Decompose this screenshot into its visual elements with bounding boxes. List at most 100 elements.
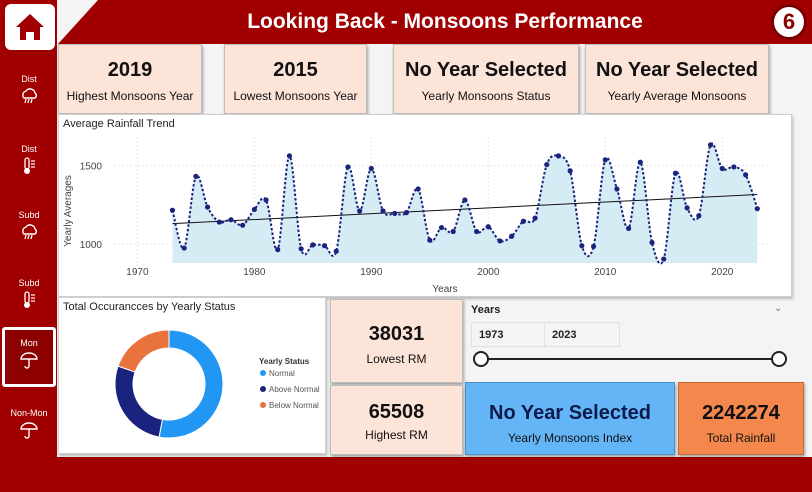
data-point[interactable] [310,242,316,248]
kpi-yearly-average-monsoons: No Year Selected Yearly Average Monsoons [585,44,769,114]
donut-slice[interactable] [158,329,224,439]
data-point[interactable] [216,219,222,225]
donut-slice[interactable] [117,329,170,373]
data-point[interactable] [321,243,328,249]
data-point[interactable] [743,172,749,178]
data-point[interactable] [520,218,526,224]
data-point[interactable] [403,210,410,216]
years-slider-start-handle[interactable] [473,351,489,367]
data-point[interactable] [438,224,445,231]
chevron-down-icon[interactable]: ⌄ [774,303,783,314]
y-axis-label: Yearly Averages [63,175,74,247]
sidebar-item-label: Dist [21,144,37,154]
data-point[interactable] [357,208,363,214]
data-point[interactable] [544,161,550,168]
years-slider-track[interactable] [481,358,779,360]
data-point[interactable] [719,165,725,172]
home-button[interactable] [5,4,55,50]
sidebar-item-label: Non-Mon [10,408,48,418]
kpi-value: No Year Selected [489,402,651,424]
data-point[interactable] [567,168,573,174]
donut-slice[interactable] [114,365,163,438]
data-point[interactable] [240,222,246,228]
umbrella-icon [20,422,38,439]
footer-bar [0,457,812,492]
data-point[interactable] [380,208,386,214]
sidebar-item-dist-temperature[interactable]: Dist [2,136,56,196]
data-point[interactable] [696,213,702,219]
data-point[interactable] [204,204,211,210]
y-tick-label: 1500 [80,161,103,172]
rainfall-area [172,143,758,264]
yearly-status-donut-panel: Total Occurancces by Yearly Status Yearl… [58,297,326,454]
data-point[interactable] [473,228,480,235]
umbrella-icon [20,352,38,369]
data-point[interactable] [509,233,515,239]
data-point[interactable] [637,159,643,165]
data-point[interactable] [497,238,503,244]
data-point[interactable] [368,165,374,172]
data-point[interactable] [731,164,737,170]
data-point[interactable] [532,215,538,221]
x-tick-label: 1980 [243,267,266,278]
data-point[interactable] [450,228,456,235]
data-point[interactable] [590,243,597,250]
data-point[interactable] [286,153,293,159]
data-point[interactable] [579,243,585,249]
data-point[interactable] [555,153,562,159]
sidebar-item-label: Dist [21,74,37,84]
data-point[interactable] [614,186,620,192]
kpi-label: Highest RM [365,428,428,442]
data-point[interactable] [228,217,234,223]
chart-title: Average Rainfall Trend [63,118,175,130]
page-number-badge: 6 [771,4,807,40]
data-point[interactable] [462,197,468,203]
data-point[interactable] [251,206,257,213]
data-point[interactable] [649,239,655,246]
data-point[interactable] [298,246,304,252]
x-tick-label: 2010 [594,267,617,278]
years-slider-end-handle[interactable] [771,351,787,367]
average-rainfall-trend-panel: Average Rainfall Trend 1970 1980 1990 2000 2… [58,114,792,297]
data-point[interactable] [707,142,714,148]
kpi-label: Lowest RM [366,352,427,366]
kpi-label: Yearly Monsoons Status [421,89,551,103]
kpi-value: No Year Selected [596,59,758,81]
page-title: Looking Back - Monsoons Performance [247,10,643,33]
data-point[interactable] [275,247,281,253]
data-point[interactable] [626,225,632,231]
data-point[interactable] [427,237,433,243]
data-point[interactable] [754,206,760,212]
sidebar-item-mon[interactable]: Mon [2,327,56,387]
sidebar-item-subd-rainfall[interactable]: Subd [2,202,56,262]
x-tick-label: 1990 [360,267,383,278]
data-point[interactable] [415,186,421,192]
slicer-start-year-input[interactable]: 1973 [471,322,547,347]
trend-line [172,193,758,225]
x-tick-label: 1970 [126,267,149,278]
sidebar-item-subd-temperature[interactable]: Subd [2,270,56,330]
kpi-yearly-monsoons-index: No Year Selected Yearly Monsoons Index [465,382,675,455]
data-point[interactable] [263,197,269,203]
average-rainfall-trend-chart: 1970 1980 1990 2000 2010 2020 1000 1500 Years Y… [63,137,769,295]
data-point[interactable] [672,170,679,176]
data-point[interactable] [333,248,339,254]
thermometer-icon [24,157,35,174]
slicer-end-year-input[interactable]: 2023 [544,322,620,347]
sidebar-item-dist-rainfall[interactable]: Dist [2,66,56,126]
legend-label: Normal [269,369,295,378]
data-point[interactable] [392,210,398,216]
data-point[interactable] [345,164,351,170]
kpi-total-rainfall: 2242274 Total Rainfall [678,382,804,455]
sidebar-item-non-mon[interactable]: Non-Mon [2,400,56,460]
sidebar-item-label: Mon [20,338,38,348]
data-point[interactable] [181,245,187,251]
kpi-value: No Year Selected [405,59,567,81]
kpi-highest-monsoons-year: 2019 Highest Monsoons Year [58,44,202,114]
data-point[interactable] [661,256,667,262]
data-point[interactable] [485,224,491,230]
data-point[interactable] [169,207,176,213]
data-point[interactable] [602,157,608,163]
data-point[interactable] [684,205,690,211]
data-point[interactable] [193,173,199,179]
